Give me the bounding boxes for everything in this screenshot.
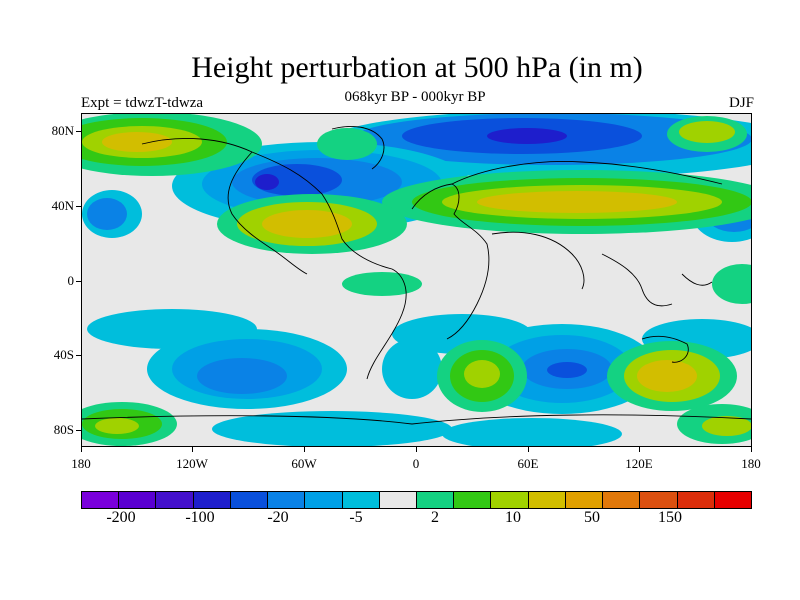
colorbar-segment-13 — [565, 492, 604, 508]
colorbar-label-m5: -5 — [349, 509, 363, 526]
y-tick-40s — [76, 355, 81, 356]
x-tick-label-120w: 120W — [176, 456, 208, 471]
experiment-label: Expt = tdwzT-tdwza — [81, 95, 204, 111]
x-tick-label-120e: 120E — [625, 456, 653, 471]
colorbar-segment-15 — [640, 492, 678, 508]
positive-anomaly-regions — [82, 114, 751, 446]
x-tick-label-0: 0 — [412, 456, 420, 471]
x-tick-label-60w: 60W — [291, 456, 317, 471]
colorbar-label-10: 10 — [505, 509, 521, 526]
x-tick-60w — [304, 447, 305, 452]
colorbar-label-50: 50 — [584, 509, 600, 526]
colorbar-label-150: 150 — [658, 509, 682, 526]
colorbar-label-m20: -20 — [267, 509, 289, 526]
contour-field — [82, 114, 751, 446]
x-tick-180w — [81, 447, 82, 452]
x-tick-180e — [751, 447, 752, 452]
y-tick-40n — [76, 206, 81, 207]
colorbar-segment-9 — [416, 492, 455, 508]
colorbar-segment-8 — [379, 492, 417, 508]
y-tick-80n — [76, 131, 81, 132]
y-tick-label-40s: 40S — [53, 347, 74, 362]
colorbar-segment-3 — [193, 492, 231, 508]
coastlines — [82, 126, 751, 425]
colorbar-segment-16 — [677, 492, 715, 508]
colorbar-segment-1 — [119, 492, 157, 508]
colorbar-segment-14 — [603, 492, 641, 508]
x-tick-label-180w: 180 — [71, 456, 91, 471]
season-label: DJF — [728, 95, 754, 111]
y-tick-0 — [76, 281, 81, 282]
x-tick-120w — [192, 447, 193, 452]
colorbar-label-m100: -100 — [185, 509, 215, 526]
colorbar-segment-6 — [305, 492, 343, 508]
x-tick-label-180e: 180 — [741, 456, 761, 471]
colorbar-segment-2 — [156, 492, 194, 508]
colorbar-segment-4 — [230, 492, 269, 508]
x-tick-0 — [416, 447, 417, 452]
height-perturbation-map — [81, 113, 752, 447]
map-title: Height perturbation at 500 hPa (in m) — [191, 51, 643, 84]
colorbar — [81, 491, 752, 509]
colorbar-segment-0 — [82, 492, 120, 508]
colorbar-label-m200: -200 — [106, 509, 136, 526]
colorbar-segment-10 — [454, 492, 492, 508]
x-tick-120e — [639, 447, 640, 452]
x-tick-60e — [528, 447, 529, 452]
y-tick-label-0: 0 — [67, 273, 75, 288]
colorbar-label-2: 2 — [431, 509, 439, 526]
y-tick-label-80s: 80S — [53, 422, 74, 437]
x-tick-label-60e: 60E — [517, 456, 539, 471]
y-tick-label-80n: 80N — [51, 123, 74, 138]
y-tick-80s — [76, 430, 81, 431]
colorbar-segment-5 — [268, 492, 306, 508]
map-subtitle: 068kyr BP - 000kyr BP — [344, 89, 486, 105]
colorbar-segment-17 — [714, 492, 751, 508]
colorbar-segment-12 — [528, 492, 566, 508]
colorbar-segment-11 — [491, 492, 529, 508]
colorbar-segment-7 — [342, 492, 380, 508]
y-tick-label-40n: 40N — [51, 198, 74, 213]
